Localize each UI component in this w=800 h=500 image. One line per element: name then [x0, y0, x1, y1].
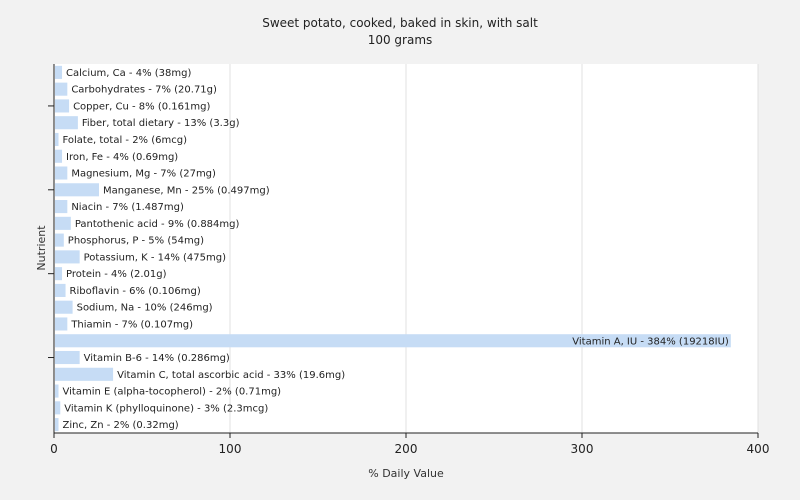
bar-label: Zinc, Zn - 2% (0.32mg)	[63, 420, 179, 431]
x-tick-label: 300	[571, 442, 594, 456]
bar	[55, 250, 80, 264]
bar	[55, 300, 73, 314]
bar	[55, 132, 59, 147]
x-tick-label: 400	[747, 442, 770, 456]
bar	[55, 183, 99, 197]
bar	[55, 99, 70, 113]
bar-label: Fiber, total dietary - 13% (3.3g)	[82, 118, 240, 129]
bar-label: Vitamin B-6 - 14% (0.286mg)	[84, 353, 230, 364]
bar	[55, 418, 59, 432]
bar	[55, 350, 80, 365]
chart-title: Sweet potato, cooked, baked in skin, wit…	[262, 16, 538, 30]
bar	[55, 267, 63, 281]
x-tick-label: 100	[219, 442, 242, 456]
bar	[55, 317, 68, 331]
axes: 0 100 200 300 400	[48, 64, 769, 456]
x-axis-label: % Daily Value	[368, 467, 444, 480]
bar	[55, 149, 63, 163]
bar-label: Potassium, K - 14% (475mg)	[84, 252, 226, 263]
bar	[55, 367, 114, 381]
chart-subtitle: 100 grams	[368, 33, 433, 47]
bar	[55, 200, 68, 214]
y-axis-label: Nutrient	[35, 225, 48, 271]
bar-label: Pantothenic acid - 9% (0.884mg)	[75, 219, 240, 230]
bar-label: Riboflavin - 6% (0.106mg)	[70, 286, 201, 297]
bar-label: Iron, Fe - 4% (0.69mg)	[66, 152, 178, 163]
bars: Calcium, Ca - 4% (38mg) Carbohydrates - 7…	[55, 65, 731, 432]
gridlines	[229, 64, 759, 433]
bar-label: Carbohydrates - 7% (20.71g)	[71, 85, 217, 96]
bar-label: Niacin - 7% (1.487mg)	[71, 202, 184, 213]
bar-label: Vitamin K (phylloquinone) - 3% (2.3mcg)	[64, 403, 268, 414]
bar-label: Vitamin A, IU - 384% (19218IU)	[572, 336, 729, 347]
bar-label: Manganese, Mn - 25% (0.497mg)	[103, 185, 270, 196]
bar	[55, 401, 61, 415]
bar	[55, 283, 66, 297]
bar	[55, 216, 71, 230]
bar-label: Vitamin E (alpha-tocopherol) - 2% (0.71m…	[63, 387, 282, 398]
bar	[55, 116, 78, 130]
bar	[55, 384, 59, 398]
bar-label: Protein - 4% (2.01g)	[66, 269, 167, 280]
bar	[55, 65, 63, 79]
bar-label: Phosphorus, P - 5% (54mg)	[68, 236, 204, 247]
bar-label: Folate, total - 2% (6mcg)	[63, 135, 188, 146]
bar-label: Sodium, Na - 10% (246mg)	[77, 303, 213, 314]
bar-label: Copper, Cu - 8% (0.161mg)	[73, 101, 210, 112]
bar	[55, 334, 731, 348]
bar	[55, 82, 68, 96]
x-tick-label: 0	[50, 442, 58, 456]
bar	[55, 166, 68, 180]
bar	[55, 233, 64, 247]
x-tick-label: 200	[395, 442, 418, 456]
bar-label: Magnesium, Mg - 7% (27mg)	[71, 169, 216, 180]
bar-label: Calcium, Ca - 4% (38mg)	[66, 68, 191, 79]
bar-label: Vitamin C, total ascorbic acid - 33% (19…	[117, 370, 345, 381]
bar-label: Thiamin - 7% (0.107mg)	[70, 319, 193, 330]
